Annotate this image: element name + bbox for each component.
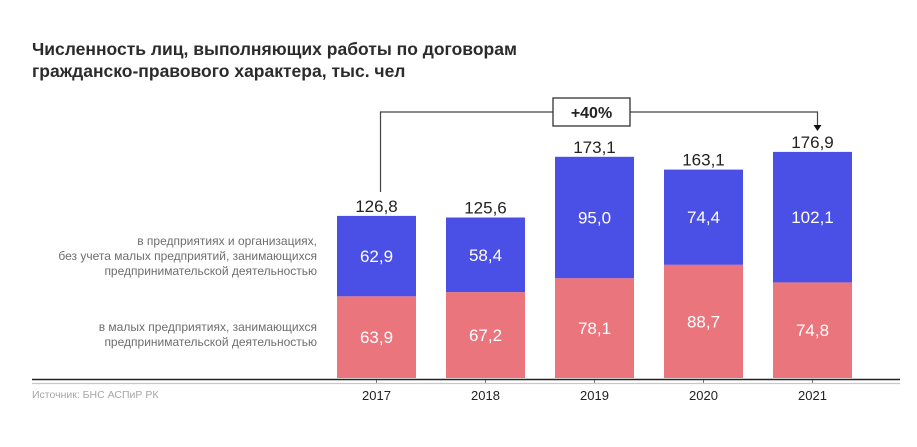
total-label: 126,8 [355,197,398,216]
legend-organizations-line-2: без учета малых предприятий, занимающихс… [58,249,317,263]
bar-segment-small-business [446,292,525,378]
source-note: Источник: БНС АСПиР РК [32,389,159,401]
x-tick-label: 2017 [362,388,391,403]
bar-segment-organizations [446,217,525,293]
legend-small-business-line-1: в малых предприятиях, занимающихся [98,320,317,334]
chart-title-line-1: Численность лиц, выполняющих работы по д… [32,39,517,59]
x-axis: 2017 2018 2019 2020 2021 [32,378,900,403]
legend-organizations-line-3: предпринимательской деятельностью [104,264,317,278]
total-label: 163,1 [682,151,725,170]
growth-badge-box [552,97,631,127]
growth-badge-label: +40% [571,105,612,122]
bar-segment-organizations [555,156,634,279]
total-label: 125,6 [464,199,507,218]
value-label-small-business: 67,2 [469,326,502,345]
chart-title: Численность лиц, выполняющих работы по д… [32,38,632,82]
bracket-left-line [379,111,553,192]
legend-small-business: в малых предприятиях, занимающихся предп… [99,320,317,350]
chart-title-line-2: гражданско-правового характера, тыс. чел [32,61,406,81]
legend-small-business-line-2: предпринимательской деятельностью [104,335,317,349]
value-label-small-business: 74,8 [796,321,829,340]
total-label: 173,1 [573,138,616,157]
value-label-small-business: 78,1 [578,319,611,338]
bracket-right-line [630,111,819,127]
legend-organizations-line-1: в предприятиях и организациях, [137,234,317,248]
x-tick-label: 2021 [798,388,827,403]
bar-segment-organizations [337,215,416,297]
value-label-organizations: 58,4 [469,246,502,265]
bar-segment-small-business [555,278,634,378]
bar-segment-small-business [773,282,852,378]
value-label-small-business: 63,9 [360,328,393,347]
arrow-down-icon [813,125,822,131]
value-label-organizations: 74,4 [687,208,720,227]
bar-segment-small-business [664,264,743,378]
bar-segment-organizations [773,151,852,283]
total-label: 176,9 [791,133,834,152]
x-tick-label: 2020 [689,388,718,403]
value-label-organizations: 95,0 [578,209,611,228]
bar-segment-small-business [337,296,416,378]
growth-annotation: +40% [379,97,822,192]
value-label-small-business: 88,7 [687,312,720,331]
labels-layer: 63,9 62,9 126,8 67,2 58,4 125,6 78,1 95,0 173,1 8… [355,133,834,347]
value-label-organizations: 102,1 [791,208,834,227]
bar-segment-organizations [664,169,743,265]
bars-layer [337,151,852,378]
legend-organizations: в предприятиях и организациях, без учета… [58,234,317,279]
x-tick-label: 2019 [580,388,609,403]
x-tick-label: 2018 [471,388,500,403]
value-label-organizations: 62,9 [360,247,393,266]
